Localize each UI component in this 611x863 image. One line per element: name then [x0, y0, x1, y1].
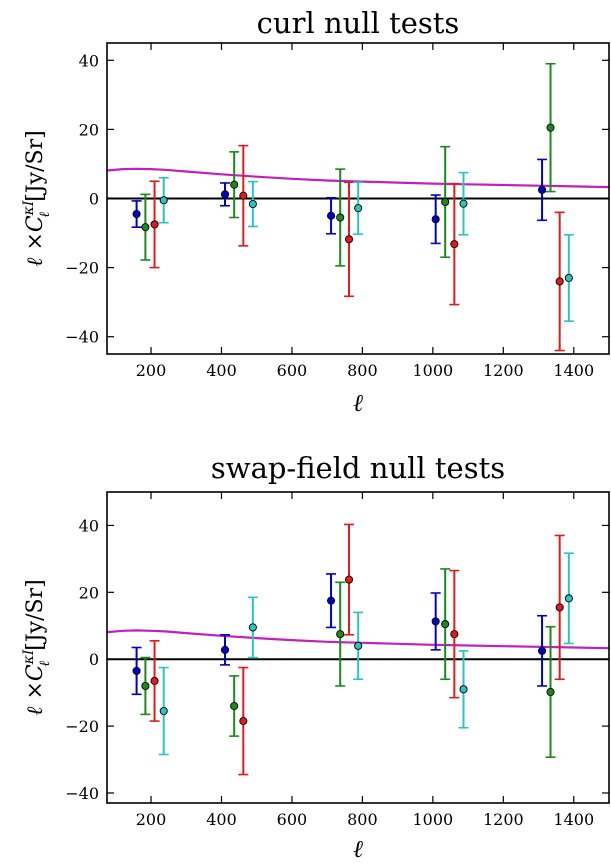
data-point — [240, 717, 247, 724]
y-tick-label: −20 — [65, 717, 99, 736]
x-tick-label: 1400 — [553, 810, 594, 829]
y-tick-label: 40 — [79, 51, 99, 70]
y-label-unit: [Jy/Sr] — [23, 130, 48, 201]
data-point — [231, 181, 238, 188]
plot-area — [107, 524, 609, 774]
data-series-3 — [150, 146, 565, 351]
data-point — [345, 236, 352, 243]
data-point — [249, 624, 256, 631]
data-point — [556, 278, 563, 285]
y-tick-label: 40 — [79, 516, 99, 535]
y-tick-label: 20 — [79, 583, 99, 602]
chart-title: curl null tests — [257, 6, 460, 40]
y-label-subscript: ℓ — [37, 212, 53, 218]
data-point — [240, 192, 247, 199]
data-point — [221, 191, 228, 198]
x-tick-label: 1200 — [483, 810, 524, 829]
data-point — [345, 576, 352, 583]
data-point — [231, 702, 238, 709]
data-point — [151, 677, 158, 684]
x-tick-label: 1000 — [413, 361, 454, 380]
data-point — [538, 186, 545, 193]
x-axis-label: ℓ — [353, 835, 363, 859]
x-tick-label: 800 — [347, 810, 378, 829]
x-tick-label: 1400 — [553, 361, 594, 380]
data-point — [142, 224, 149, 231]
data-series-4 — [159, 553, 574, 754]
data-point — [442, 198, 449, 205]
y-tick-label: 20 — [79, 120, 99, 139]
x-tick-label: 200 — [136, 810, 167, 829]
y-tick-label: −40 — [65, 784, 99, 803]
data-point — [160, 197, 167, 204]
y-label-subscript: ℓ — [37, 661, 53, 667]
data-point — [142, 682, 149, 689]
data-point — [556, 604, 563, 611]
data-point — [337, 631, 344, 638]
y-tick-label: −20 — [65, 259, 99, 278]
data-point — [133, 667, 140, 674]
x-tick-label: 600 — [277, 810, 308, 829]
data-point — [460, 686, 467, 693]
data-series-2 — [140, 569, 555, 757]
y-label-main: ℓ ×C — [23, 215, 48, 267]
data-point — [432, 618, 439, 625]
x-axis-label: ℓ — [353, 389, 363, 417]
data-point — [460, 200, 467, 207]
chart-title: swap-field null tests — [211, 451, 505, 485]
data-point — [565, 274, 572, 281]
data-point — [151, 221, 158, 228]
x-tick-label: 600 — [277, 361, 308, 380]
data-point — [221, 646, 228, 653]
data-point — [442, 620, 449, 627]
data-series-4 — [159, 173, 574, 322]
data-point — [355, 205, 362, 212]
data-point — [160, 707, 167, 714]
data-point — [451, 631, 458, 638]
data-point — [327, 212, 334, 219]
y-label-main: ℓ ×C — [23, 664, 48, 716]
x-tick-label: 400 — [206, 810, 237, 829]
x-tick-label: 400 — [206, 361, 237, 380]
data-point — [249, 200, 256, 207]
x-tick-label: 1000 — [413, 810, 454, 829]
data-point — [327, 597, 334, 604]
data-point — [547, 688, 554, 695]
data-point — [133, 210, 140, 217]
y-tick-label: 0 — [89, 190, 99, 209]
y-axis-label: ℓ ×CκIℓ[Jy/Sr] — [21, 130, 53, 266]
data-point — [565, 595, 572, 602]
data-point — [547, 124, 554, 131]
x-tick-label: 1200 — [483, 361, 524, 380]
y-tick-label: −40 — [65, 328, 99, 347]
data-point — [432, 216, 439, 223]
data-point — [451, 241, 458, 248]
y-axis-label: ℓ ×CκIℓ[Jy/Sr] — [21, 579, 53, 715]
x-tick-label: 800 — [347, 361, 378, 380]
plot-area — [107, 64, 609, 351]
data-point — [355, 642, 362, 649]
y-tick-label: 0 — [89, 650, 99, 669]
y-label-unit: [Jy/Sr] — [23, 579, 48, 650]
x-tick-label: 200 — [136, 361, 167, 380]
data-point — [337, 214, 344, 221]
data-point — [538, 647, 545, 654]
